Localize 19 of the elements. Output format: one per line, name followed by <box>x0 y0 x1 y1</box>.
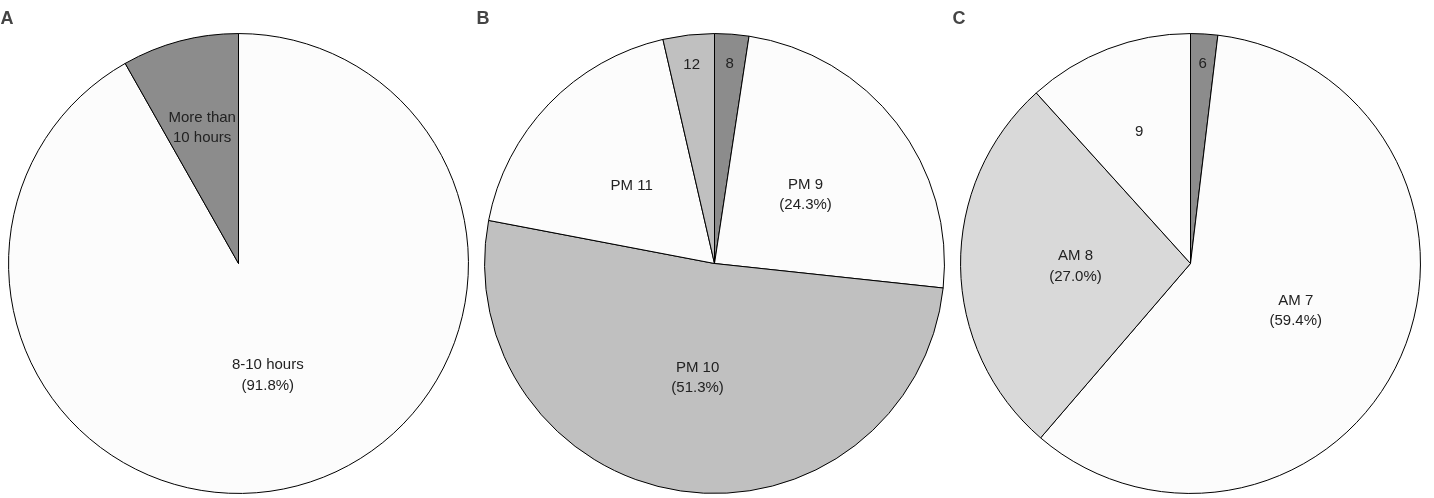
slice-label: More than 10 hours <box>168 107 236 146</box>
slice-label: PM 9 <box>788 174 824 192</box>
slice-label: 8-10 hours <box>231 355 304 373</box>
chart-title: A <box>0 7 14 28</box>
slice-label: PM 10 <box>675 357 720 375</box>
data-label: (51.3%) <box>671 378 724 396</box>
chart-title: B <box>476 7 490 28</box>
slice-label: 9 <box>1135 122 1144 140</box>
slice-label: AM 7 <box>1278 290 1314 308</box>
chart-title: C <box>952 7 966 28</box>
slice-label: 12 <box>683 54 701 72</box>
slice-label: 6 <box>1198 53 1207 71</box>
data-label: (59.4%) <box>1269 311 1322 329</box>
data-label: (91.8%) <box>241 375 295 393</box>
data-label: (27.0%) <box>1049 266 1102 284</box>
slice-label: PM 11 <box>610 175 653 193</box>
data-label: (24.3%) <box>779 195 832 213</box>
slice-label: 8 <box>725 53 734 71</box>
slice-label: AM 8 <box>1058 246 1094 264</box>
